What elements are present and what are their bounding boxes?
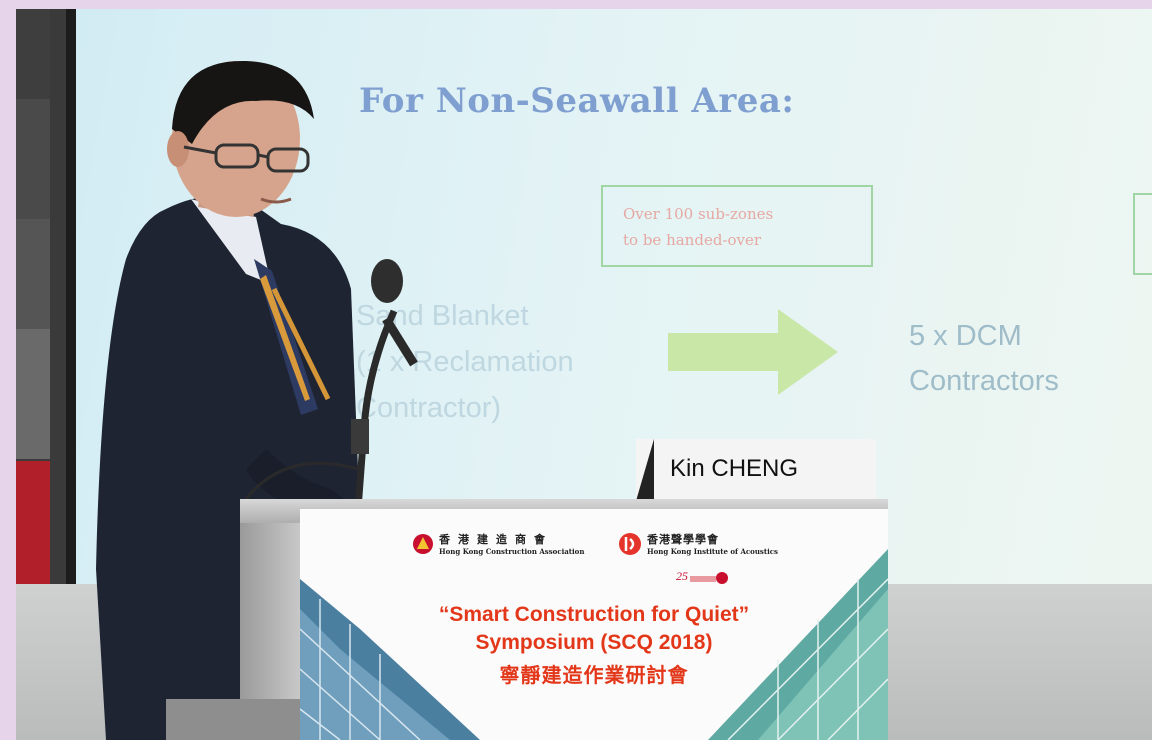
banner-title-line-2: Symposium (SCQ 2018): [475, 631, 713, 654]
banner-title-line-1: “Smart Construction for Quiet”: [438, 603, 750, 626]
podium-base: [166, 699, 326, 740]
left-text-line-3: Contractor): [356, 392, 502, 424]
podium-banner: 香港建造商會 Hong Kong Construction Associatio…: [300, 509, 888, 740]
hkca-logo: 香港建造商會 Hong Kong Construction Associatio…: [412, 531, 584, 556]
anniversary-number: 25: [676, 569, 688, 583]
right-text-line-1: 5 x DCM: [909, 320, 1022, 352]
glass-building-graphic-right: [708, 549, 888, 740]
hkca-emblem-icon: [413, 533, 433, 554]
glass-building-graphic-left: [300, 579, 480, 740]
hkca-name-en: Hong Kong Construction Association: [439, 547, 585, 556]
hkioa-emblem-icon: [619, 532, 641, 555]
right-text-line-2: Contractors: [909, 365, 1059, 397]
speaker-name: Kin CHENG: [670, 455, 799, 482]
name-plate: Kin CHENG: [636, 439, 876, 501]
slide-right-text: 5 x DCM Contractors: [909, 314, 1059, 404]
slide-callout-box: Over 100 sub-zones to be handed-over: [601, 185, 873, 267]
left-text-line-2: (1 x Reclamation: [356, 346, 574, 378]
callout-line-1: Over 100 sub-zones: [623, 205, 774, 223]
arrow-right-icon: [668, 309, 838, 395]
hkioa-logo: 香港聲學學會 Hong Kong Institute of Acoustics: [618, 531, 778, 556]
slide-title: For Non-Seawall Area:: [359, 81, 795, 121]
photo-frame: For Non-Seawall Area: Over 100 sub-zones…: [16, 9, 1152, 740]
hkioa-name-cn: 香港聲學學會: [647, 533, 719, 546]
anniversary-logo: 25: [676, 569, 728, 584]
banner-title-line-3: 寧靜建造作業研討會: [499, 663, 689, 687]
callout-line-2: to be handed-over: [623, 231, 762, 249]
slide-callout-box-partial: [1133, 193, 1152, 275]
anniversary-emblem-icon: [690, 571, 728, 584]
name-plate-edge: [636, 439, 654, 501]
hkioa-name-en: Hong Kong Institute of Acoustics: [647, 547, 778, 556]
left-wall: [16, 9, 66, 740]
hkca-name-cn: 香港建造商會: [439, 533, 553, 546]
